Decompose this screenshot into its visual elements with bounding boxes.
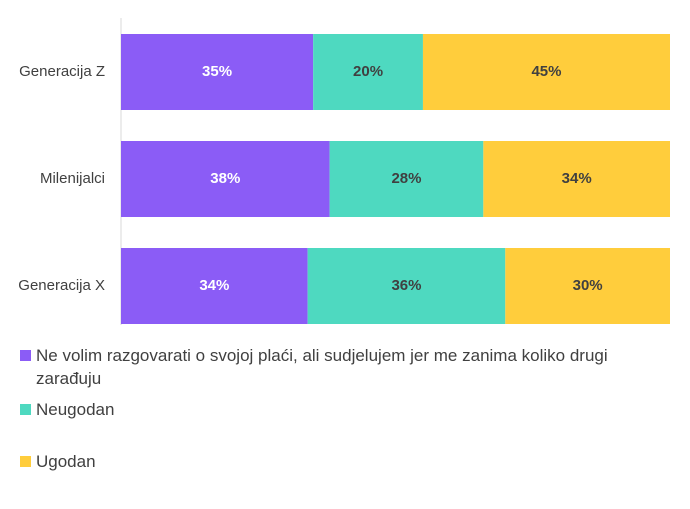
bar-segment xyxy=(307,248,506,324)
legend-swatch-series-1 xyxy=(20,350,31,361)
bar-segment xyxy=(505,248,670,324)
legend-swatch-series-2 xyxy=(20,404,31,415)
bar-segment xyxy=(422,34,670,110)
legend-label-series-2: Neugodan xyxy=(36,400,115,419)
bar-segment xyxy=(313,34,423,110)
legend-item-series-1: Ne volim razgovarati o svojoj plaći, ali… xyxy=(20,344,670,390)
legend-swatch-series-3 xyxy=(20,456,31,467)
category-label: Generacija Z xyxy=(19,63,105,80)
bar-segment xyxy=(121,34,314,110)
legend-label-series-1: Ne volim razgovarati o svojoj plaći, ali… xyxy=(36,346,608,388)
chart-legend: Ne volim razgovarati o svojoj plaći, ali… xyxy=(20,344,670,473)
legend-label-series-3: Ugodan xyxy=(36,452,96,471)
bar-segment xyxy=(483,141,670,217)
data-label: 38% xyxy=(210,170,240,187)
bar-segment xyxy=(329,141,484,217)
legend-item-series-3: Ugodan xyxy=(20,450,670,473)
data-label: 34% xyxy=(562,170,592,187)
data-label: 34% xyxy=(199,277,229,294)
data-label: 20% xyxy=(353,63,383,80)
data-label: 35% xyxy=(202,63,232,80)
category-label: Milenijalci xyxy=(40,170,105,187)
legend-item-series-2: Neugodan xyxy=(20,398,670,421)
bar-segment xyxy=(121,248,308,324)
data-label: 45% xyxy=(531,63,561,80)
bar-segment xyxy=(121,141,330,217)
data-label: 30% xyxy=(573,277,603,294)
category-label: Generacija X xyxy=(18,277,105,294)
data-label: 36% xyxy=(391,277,421,294)
data-label: 28% xyxy=(391,170,421,187)
